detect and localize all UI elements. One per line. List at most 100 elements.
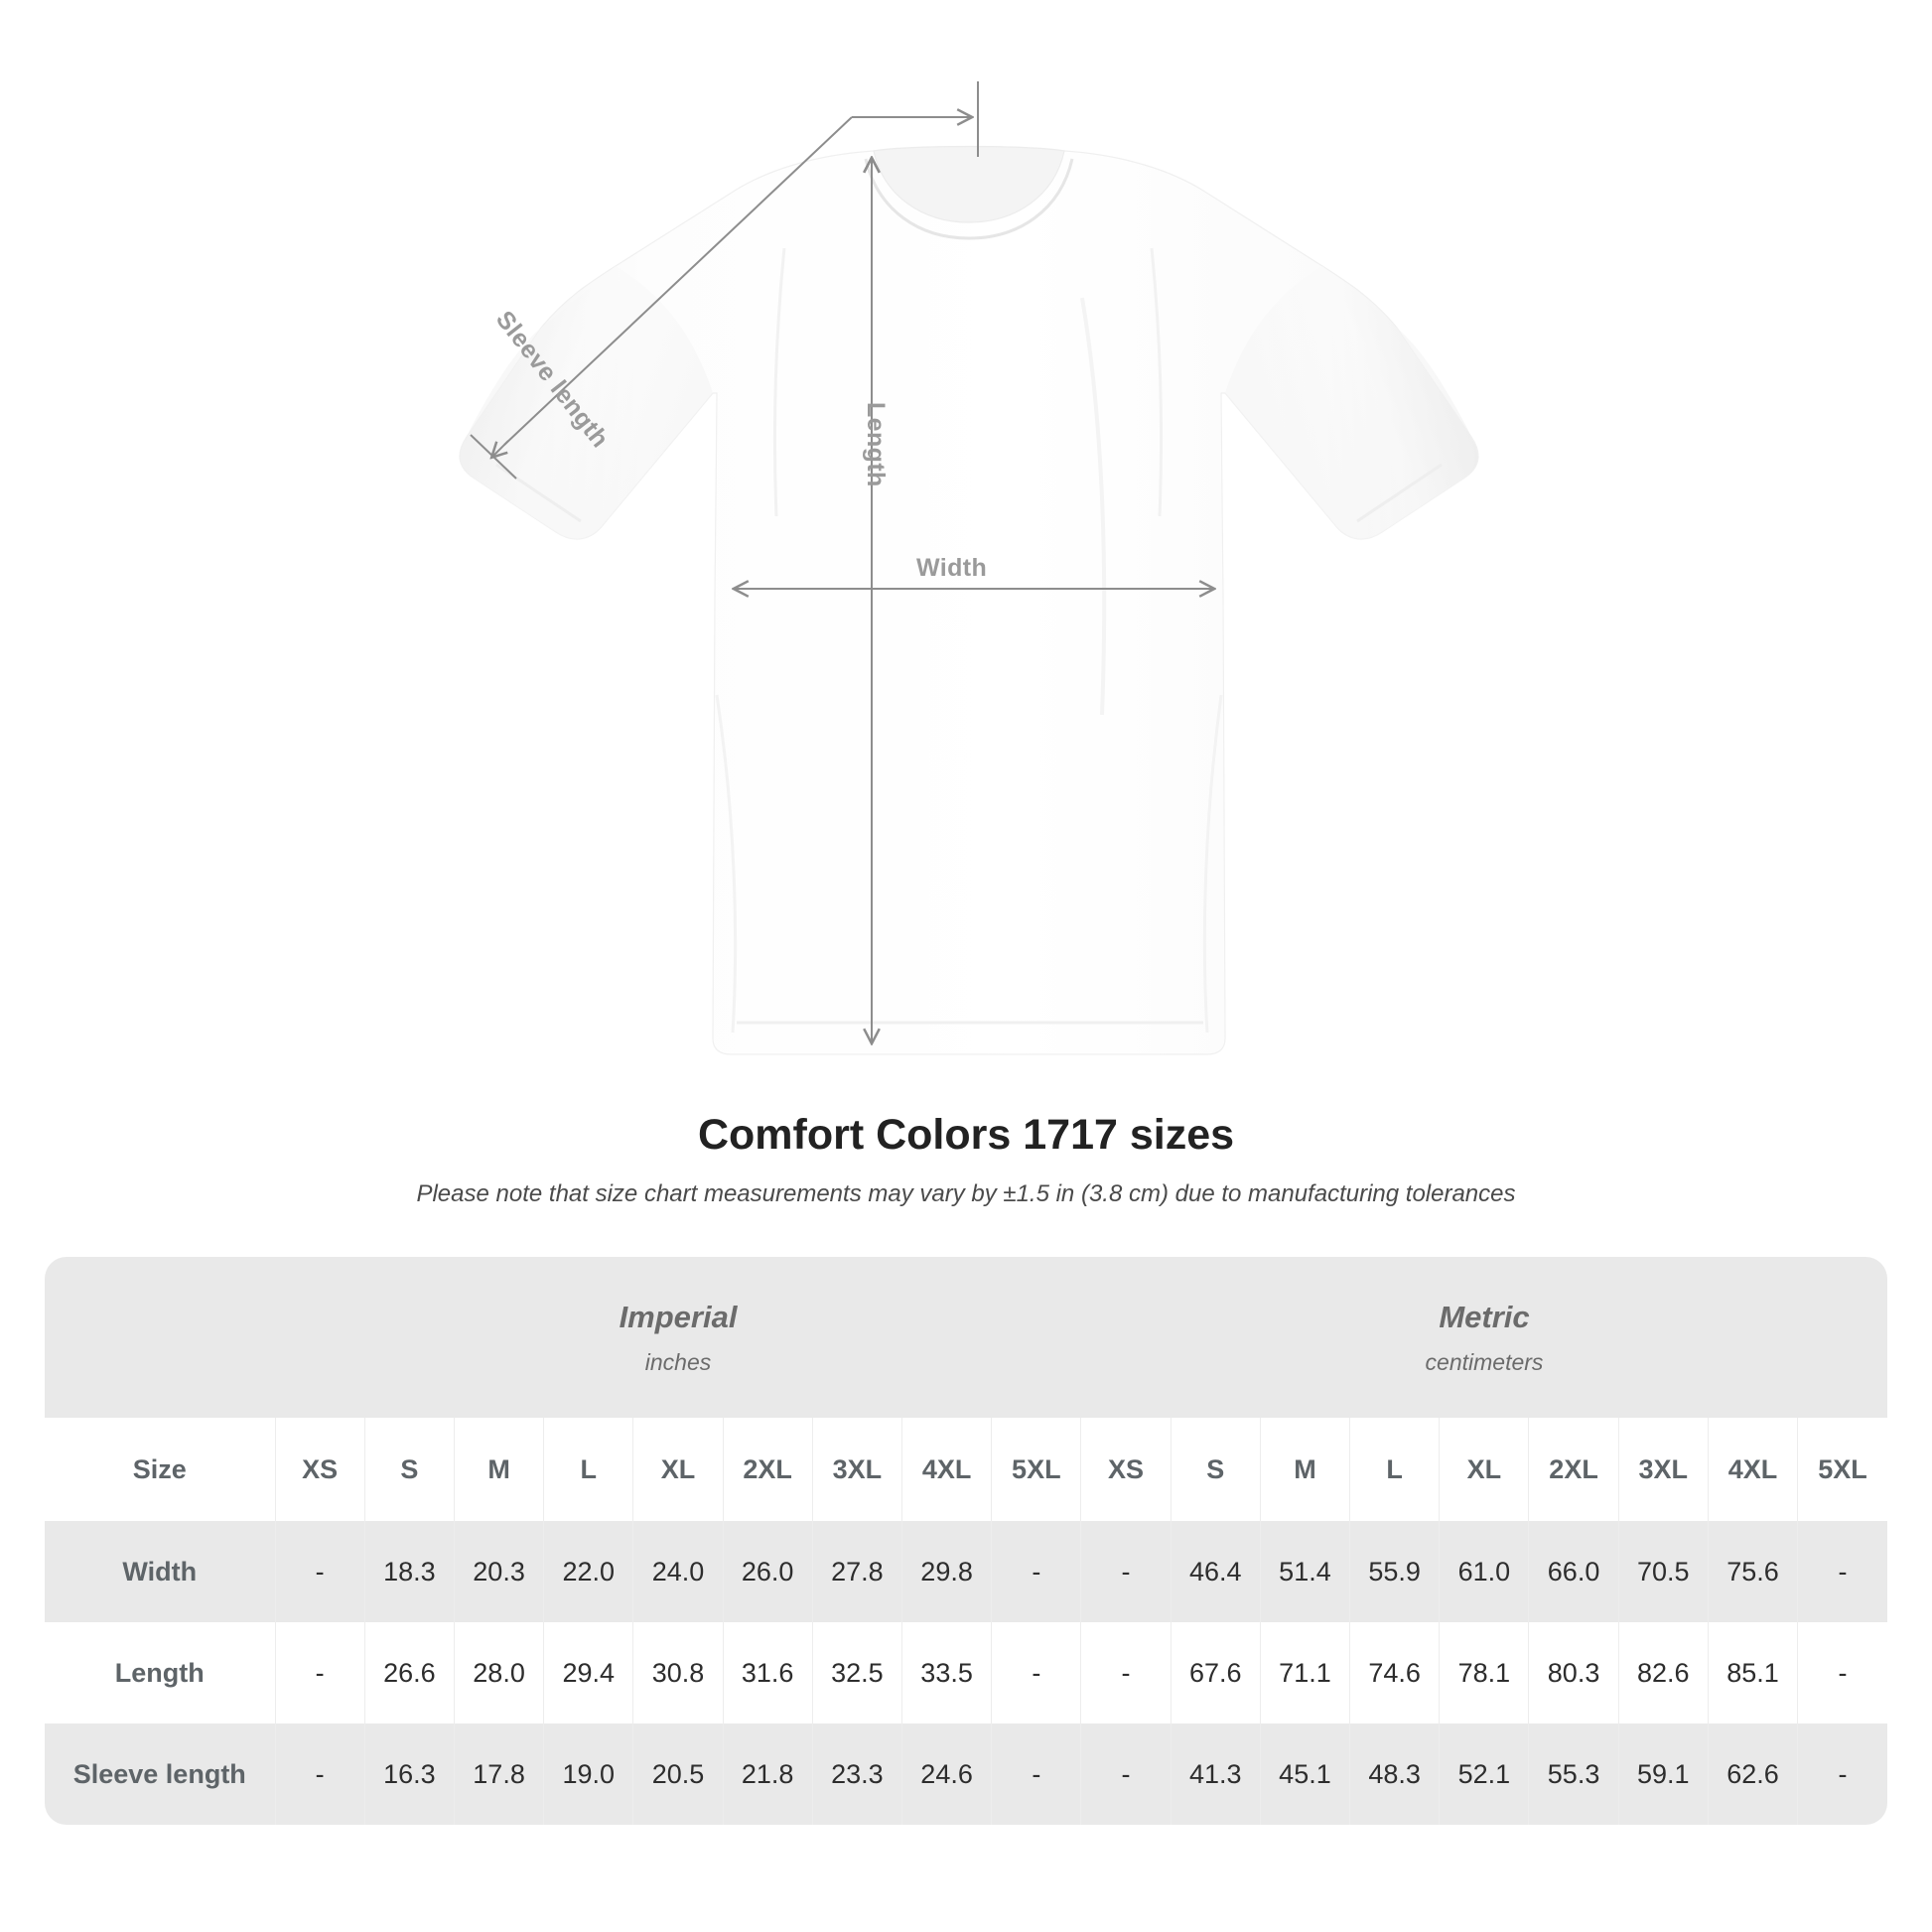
imperial-subtitle: inches <box>644 1348 712 1375</box>
header-imperial-xl: XL <box>632 1418 724 1522</box>
cell-width-imp-s: 18.3 <box>363 1521 455 1623</box>
header-imperial-s: S <box>363 1418 455 1522</box>
header-metric-xl: XL <box>1439 1418 1529 1522</box>
cell-sleeve-imp-3xl: 23.3 <box>811 1724 902 1826</box>
sleeve-arrow <box>492 440 509 457</box>
cell-width-met-m: 51.4 <box>1259 1521 1350 1623</box>
cell-length-imp-2xl: 31.6 <box>722 1622 813 1725</box>
imperial-title: Imperial <box>619 1300 738 1335</box>
cell-length-met-s: 67.6 <box>1170 1622 1261 1725</box>
cell-sleeve-met-m: 45.1 <box>1259 1724 1350 1826</box>
length-label: Length <box>862 402 890 487</box>
cell-width-met-3xl: 70.5 <box>1617 1521 1709 1623</box>
header-metric-xs: XS <box>1080 1418 1172 1522</box>
sleeve-diagonal <box>503 116 853 446</box>
cell-width-met-s: 46.4 <box>1170 1521 1261 1623</box>
header-imperial-2xl: 2XL <box>722 1418 813 1522</box>
cell-sleeve-met-3xl: 59.1 <box>1617 1724 1709 1826</box>
cell-sleeve-met-5xl: - <box>1797 1724 1887 1826</box>
cell-length-met-m: 71.1 <box>1259 1622 1350 1725</box>
cell-sleeve-met-xs: - <box>1080 1724 1172 1826</box>
metric-subtitle: centimeters <box>1425 1348 1544 1375</box>
size-chart-container: Imperial inches Metric centimeters Size … <box>45 1257 1887 1826</box>
measurement-lines <box>470 81 1213 1042</box>
sleeve-end-tick <box>470 434 517 480</box>
cell-length-met-4xl: 85.1 <box>1707 1622 1798 1725</box>
cell-sleeve-met-s: 41.3 <box>1170 1724 1261 1826</box>
cell-length-imp-xs: - <box>274 1622 365 1725</box>
header-metric-4xl: 4XL <box>1707 1418 1798 1522</box>
cell-length-imp-5xl: - <box>991 1622 1081 1725</box>
cell-sleeve-imp-xl: 20.5 <box>632 1724 724 1826</box>
tolerance-note: Please note that size chart measurements… <box>416 1180 1516 1208</box>
header-imperial-xs: XS <box>274 1418 365 1522</box>
cell-width-imp-m: 20.3 <box>453 1521 544 1623</box>
cell-length-met-l: 74.6 <box>1349 1622 1440 1725</box>
cell-length-imp-s: 26.6 <box>363 1622 455 1725</box>
cell-width-imp-3xl: 27.8 <box>811 1521 902 1623</box>
header-metric-s: S <box>1170 1418 1261 1522</box>
metric-unit-cell: Metric centimeters <box>1080 1257 1887 1419</box>
header-metric-3xl: 3XL <box>1617 1418 1709 1522</box>
cell-sleeve-imp-l: 19.0 <box>543 1724 633 1826</box>
cell-sleeve-imp-m: 17.8 <box>453 1724 544 1826</box>
cell-length-met-xs: - <box>1080 1622 1172 1725</box>
cell-sleeve-met-4xl: 62.6 <box>1707 1724 1798 1826</box>
metric-title: Metric <box>1439 1300 1530 1335</box>
header-metric-2xl: 2XL <box>1528 1418 1619 1522</box>
cell-length-imp-3xl: 32.5 <box>811 1622 902 1725</box>
cell-width-imp-xs: - <box>274 1521 365 1623</box>
cell-sleeve-met-2xl: 55.3 <box>1528 1724 1619 1826</box>
table-row: Sleeve length - 16.3 17.8 19.0 20.5 21.8… <box>45 1724 1887 1826</box>
cell-length-imp-l: 29.4 <box>543 1622 633 1725</box>
shirt-body-shape <box>459 145 1479 1055</box>
cell-length-met-3xl: 82.6 <box>1617 1622 1709 1725</box>
table-row: Width - 18.3 20.3 22.0 24.0 26.0 27.8 29… <box>45 1521 1887 1623</box>
cell-length-met-5xl: - <box>1797 1622 1887 1725</box>
cell-width-imp-xl: 24.0 <box>632 1521 724 1623</box>
header-imperial-m: M <box>453 1418 544 1522</box>
cell-sleeve-imp-5xl: - <box>991 1724 1081 1826</box>
page-title: Comfort Colors 1717 sizes <box>697 1111 1235 1159</box>
cell-width-imp-5xl: - <box>991 1521 1081 1623</box>
cell-sleeve-imp-4xl: 24.6 <box>900 1724 992 1826</box>
cell-width-imp-2xl: 26.0 <box>722 1521 813 1623</box>
cell-width-imp-4xl: 29.8 <box>900 1521 992 1623</box>
cell-width-met-4xl: 75.6 <box>1707 1521 1798 1623</box>
header-metric-5xl: 5XL <box>1797 1418 1887 1522</box>
cell-sleeve-imp-xs: - <box>274 1724 365 1826</box>
size-chart-table: Imperial inches Metric centimeters Size … <box>45 1257 1887 1826</box>
cell-width-met-2xl: 66.0 <box>1528 1521 1619 1623</box>
header-imperial-5xl: 5XL <box>991 1418 1081 1522</box>
unit-band-row: Imperial inches Metric centimeters <box>45 1257 1887 1419</box>
tshirt-diagram: Sleeve length Length Width <box>459 81 1479 1055</box>
cell-sleeve-met-xl: 52.1 <box>1439 1724 1529 1826</box>
title-block: Comfort Colors 1717 sizes Please note th… <box>0 1111 1932 1209</box>
cell-width-met-xs: - <box>1080 1521 1172 1623</box>
unit-band-spacer <box>45 1257 276 1419</box>
cell-sleeve-imp-2xl: 21.8 <box>722 1724 813 1826</box>
cell-length-imp-m: 28.0 <box>453 1622 544 1725</box>
cell-width-met-l: 55.9 <box>1349 1521 1440 1623</box>
cell-length-imp-xl: 30.8 <box>632 1622 724 1725</box>
cell-sleeve-met-l: 48.3 <box>1349 1724 1440 1826</box>
size-header-row: Size XS S M L XL 2XL 3XL 4XL 5XL XS S M … <box>45 1418 1887 1522</box>
header-size-label: Size <box>45 1418 276 1522</box>
header-metric-m: M <box>1259 1418 1350 1522</box>
cell-width-met-5xl: - <box>1797 1521 1887 1623</box>
cell-length-met-xl: 78.1 <box>1439 1622 1529 1725</box>
imperial-unit-cell: Imperial inches <box>275 1257 1081 1419</box>
header-imperial-4xl: 4XL <box>900 1418 992 1522</box>
cell-width-met-xl: 61.0 <box>1439 1521 1529 1623</box>
tshirt-illustration <box>459 81 1479 1055</box>
table-row: Length - 26.6 28.0 29.4 30.8 31.6 32.5 3… <box>45 1622 1887 1725</box>
cell-sleeve-imp-s: 16.3 <box>363 1724 455 1826</box>
header-imperial-l: L <box>543 1418 633 1522</box>
cell-length-met-2xl: 80.3 <box>1528 1622 1619 1725</box>
header-metric-l: L <box>1349 1418 1440 1522</box>
row-label-length: Length <box>45 1622 276 1725</box>
cell-width-imp-l: 22.0 <box>543 1521 633 1623</box>
cell-length-imp-4xl: 33.5 <box>900 1622 992 1725</box>
row-label-width: Width <box>45 1521 276 1623</box>
header-imperial-3xl: 3XL <box>811 1418 902 1522</box>
